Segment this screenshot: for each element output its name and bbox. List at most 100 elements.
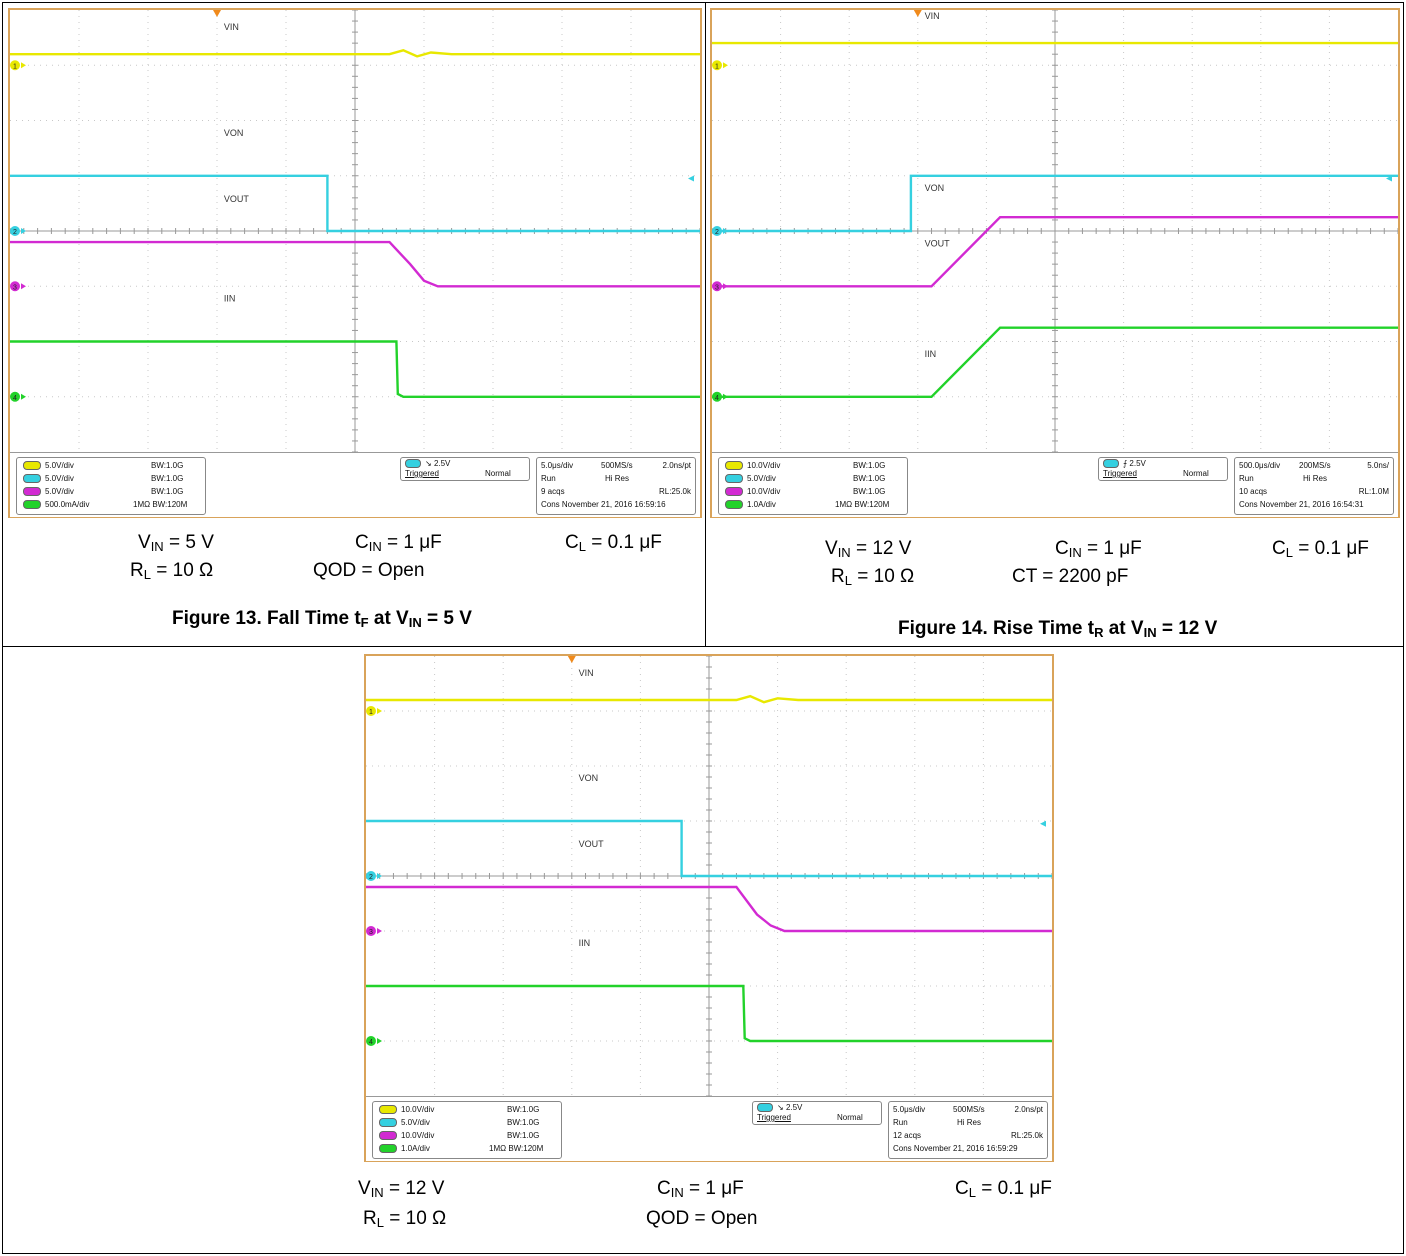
channel-row: 10.0V/div BW:1.0G	[379, 1105, 539, 1115]
trace-label: VOUT	[579, 839, 605, 849]
channel-chip	[725, 487, 743, 497]
channel-number: 2	[13, 229, 17, 236]
channel-scale: 5.0V/div	[747, 474, 776, 483]
scope-fig14: VIN VON VOUT IIN 1 2 3 4 10.0V/div BW:1.0G 5.0V/d…	[710, 8, 1400, 518]
trigger-settings-box: ⨍ 2.5V Triggered Normal	[1098, 457, 1228, 481]
trace-label: VON	[224, 128, 244, 138]
channel-chip	[405, 459, 421, 469]
channel-bandwidth: 1MΩ BW:120M	[133, 500, 188, 509]
channel-row: 5.0V/div BW:1.0G	[23, 474, 183, 484]
trigger-level-arrow	[1040, 820, 1046, 827]
trace-label: VIN	[925, 11, 940, 21]
timestamp: Cons November 21, 2016 16:59:16	[541, 500, 666, 509]
sample-interval: 2.0ns/pt	[662, 461, 691, 470]
channel-row: 5.0V/div BW:1.0G	[725, 474, 885, 484]
channel-row: 5.0V/div BW:1.0G	[379, 1118, 539, 1128]
trace-iin	[10, 340, 700, 398]
channel-ground-arrow	[377, 708, 382, 714]
trigger-level: 2.5V	[785, 1103, 803, 1112]
channel-scale: 10.0V/div	[747, 461, 781, 470]
cond-extra: QOD = Open	[646, 1208, 758, 1229]
trigger-level: 2.5V	[1129, 459, 1146, 468]
channel-chip	[379, 1118, 397, 1128]
channel-ground-marker	[10, 391, 20, 402]
trace-label: IIN	[925, 349, 937, 359]
run-state: Run	[1239, 474, 1254, 483]
channel-ground-arrow	[377, 873, 382, 879]
timebase: 5.0μs/div	[893, 1105, 926, 1114]
acquisition-box: 5.0μs/div 500MS/s 2.0ns/pt Run Hi Res 9 acqs R…	[536, 457, 696, 515]
trace-von	[10, 174, 700, 233]
trigger-source: ⨍ 2.5V	[1103, 459, 1146, 469]
acquisition-box: 500.0μs/div 200MS/s 5.0ns/Run Hi Res 10 acqs…	[1234, 457, 1394, 515]
trace-label: VON	[925, 183, 945, 193]
trigger-edge-icon: ↘	[425, 459, 432, 468]
channel-settings-box: 10.0V/div BW:1.0G 5.0V/div BW:1.0G 10.0V/div…	[372, 1101, 562, 1159]
cond-cin: CIN = 1 μF	[1055, 538, 1142, 560]
channel-row: 500.0mA/div 1MΩ BW:120M	[23, 500, 187, 510]
channel-scale: 1.0A/div	[401, 1144, 430, 1153]
sample-interval: 5.0ns/	[1367, 461, 1389, 470]
channel-number: 1	[715, 63, 719, 70]
scope-fig13: VIN VON VOUT IIN 1 2 3 4 5.0V/div BW:1.0G 5.0V/di…	[8, 8, 702, 518]
cond-rl: RL = 10 Ω	[130, 560, 214, 582]
scope-status-bar: 10.0V/div BW:1.0G 5.0V/div BW:1.0G 10.0V/div…	[366, 1096, 1052, 1161]
channel-number: 2	[369, 874, 373, 881]
channel-number: 3	[13, 284, 17, 291]
trigger-position-marker	[913, 10, 922, 17]
run-state: Run	[893, 1118, 908, 1127]
trigger-position-marker	[567, 656, 576, 663]
trigger-level-arrow	[1386, 175, 1392, 182]
row-divider	[2, 646, 1404, 647]
channel-ground-marker	[712, 226, 722, 236]
channel-number: 4	[715, 395, 719, 402]
channel-scale: 1.0A/div	[747, 500, 776, 509]
trigger-settings-box: ↘ 2.5V Triggered Normal	[752, 1101, 882, 1125]
channel-number: 1	[13, 63, 17, 70]
channel-chip	[379, 1131, 397, 1141]
channel-row: 5.0V/div BW:1.0G	[23, 461, 183, 471]
trigger-position-marker	[213, 10, 221, 17]
trace-label: IIN	[579, 938, 591, 948]
timebase: 5.0μs/div	[541, 461, 574, 470]
channel-row: 1.0A/div 1MΩ BW:120M	[379, 1144, 543, 1154]
trigger-level-arrow	[688, 175, 694, 182]
scope-status-bar: 5.0V/div BW:1.0G 5.0V/div BW:1.0G 5.0V/div BW…	[10, 452, 700, 517]
channel-bandwidth: BW:1.0G	[151, 474, 184, 483]
scope-plot: VIN VON VOUT IIN 1 2 3 4	[712, 10, 1398, 452]
acq-count: 9 acqs	[541, 487, 565, 496]
channel-ground-marker	[10, 60, 20, 71]
channel-bandwidth: BW:1.0G	[853, 461, 886, 470]
channel-scale: 5.0V/div	[45, 461, 74, 470]
trigger-mode: Normal	[485, 469, 511, 478]
trigger-state: Triggered	[1103, 469, 1137, 478]
trigger-mode: Normal	[1183, 469, 1209, 478]
channel-ground-arrow	[723, 283, 728, 290]
cond-cl: CL = 0.1 μF	[955, 1178, 1052, 1200]
channel-bandwidth: BW:1.0G	[853, 487, 886, 496]
channel-number: 3	[369, 929, 373, 936]
acq-mode: Hi Res	[605, 474, 630, 483]
cond-vin: VIN = 12 V	[825, 538, 912, 560]
channel-chip	[725, 500, 743, 510]
trace-label: VIN	[579, 668, 594, 678]
sample-rate: 200MS/s	[1299, 461, 1331, 470]
timebase: 500.0μs/div	[1239, 461, 1281, 470]
channel-number: 2	[715, 229, 719, 236]
trace-von	[712, 174, 1398, 233]
trigger-settings-box: ↘ 2.5V Triggered Normal	[400, 457, 530, 481]
channel-scale: 5.0V/div	[45, 487, 74, 496]
cond-rl: RL = 10 Ω	[363, 1208, 447, 1230]
channel-ground-arrow	[377, 1038, 382, 1044]
channel-chip	[757, 1103, 773, 1113]
channel-ground-arrow	[21, 228, 26, 234]
timestamp: Cons November 21, 2016 16:59:29	[893, 1144, 1018, 1153]
channel-chip	[23, 500, 41, 510]
channel-chip	[379, 1144, 397, 1154]
trace-vin	[10, 49, 700, 58]
channel-chip	[23, 487, 41, 497]
acq-count: 12 acqs	[893, 1131, 922, 1140]
run-state: Run	[541, 474, 556, 483]
cond-cl: CL = 0.1 μF	[1272, 538, 1369, 560]
sample-rate: 500MS/s	[601, 461, 633, 470]
